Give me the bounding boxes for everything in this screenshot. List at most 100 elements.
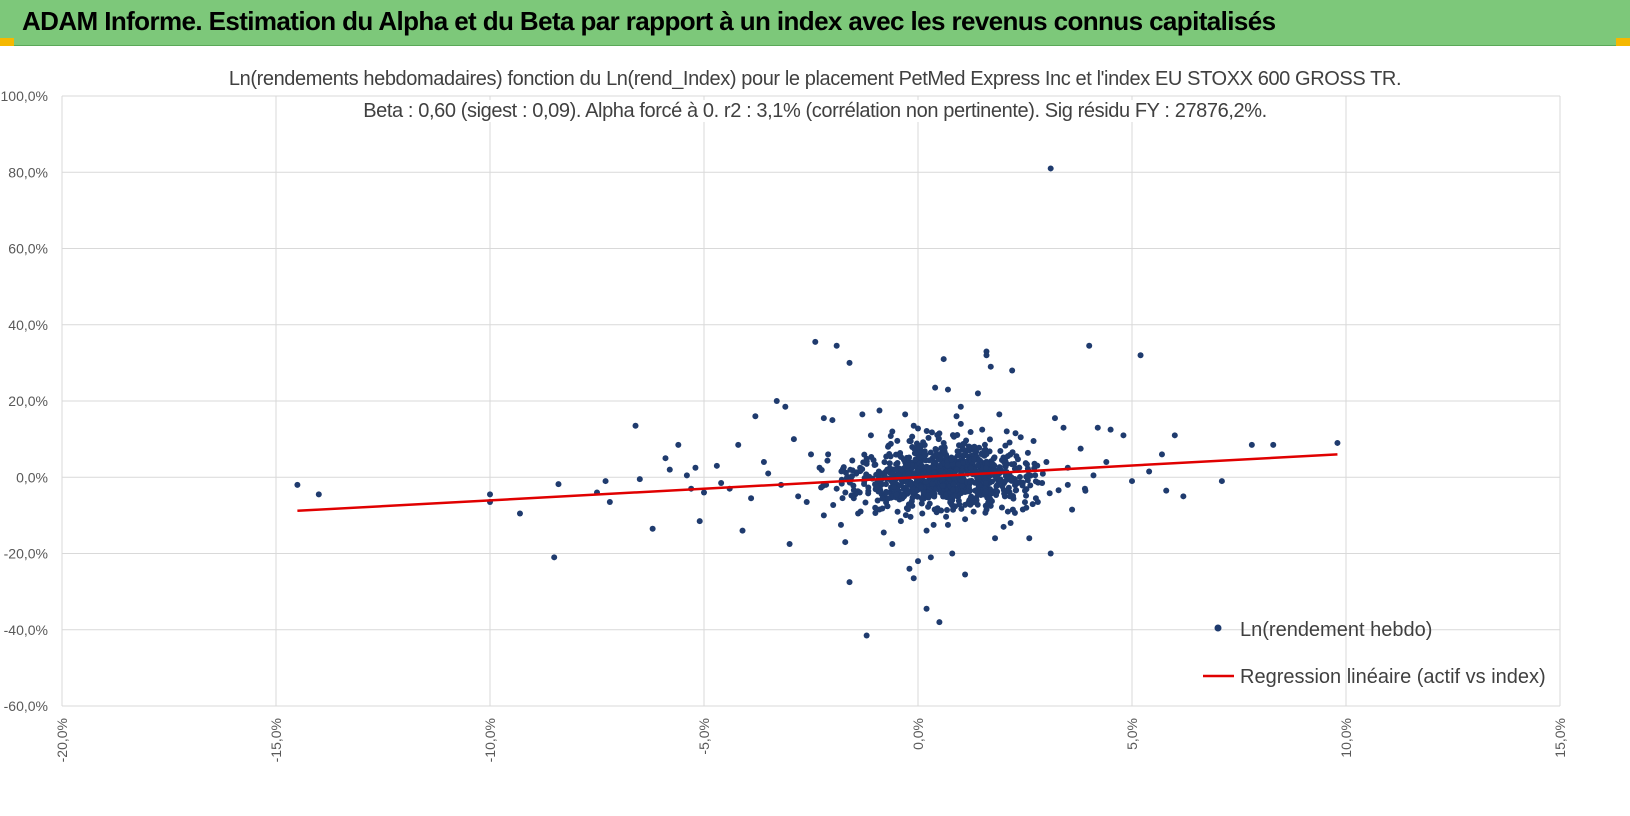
data-point: [863, 632, 870, 639]
x-tick-label: -20,0%: [54, 718, 70, 762]
y-tick-label: -20,0%: [4, 546, 48, 562]
data-point: [1001, 459, 1008, 466]
data-point: [943, 513, 950, 520]
data-point: [782, 403, 789, 410]
data-point: [636, 476, 643, 483]
x-axis: -20,0% -15,0% -10,0% -5,0% 0,0% 5,0% 10,0% 15,0…: [54, 718, 1568, 762]
data-point: [649, 525, 656, 532]
data-point: [982, 509, 989, 516]
data-point: [1248, 441, 1255, 448]
data-point: [906, 565, 913, 572]
data-point: [970, 508, 977, 515]
data-point: [905, 470, 912, 477]
data-point: [516, 510, 523, 517]
data-point: [967, 494, 974, 501]
data-point: [666, 466, 673, 473]
data-point: [692, 464, 699, 471]
data-point: [1060, 424, 1067, 431]
data-point: [918, 500, 925, 507]
data-point: [948, 456, 955, 463]
data-point: [1032, 495, 1039, 502]
report-title: ADAM Informe. Estimation du Alpha et du …: [22, 6, 1276, 36]
data-point: [889, 540, 896, 547]
data-point: [848, 492, 855, 499]
data-point: [829, 417, 836, 424]
data-point: [1008, 461, 1015, 468]
data-point: [988, 490, 995, 497]
data-point: [998, 504, 1005, 511]
data-point: [952, 503, 959, 510]
x-tick-label: 15,0%: [1552, 718, 1568, 758]
data-point: [1047, 550, 1054, 557]
data-point: [925, 503, 932, 510]
data-point: [1024, 472, 1031, 479]
data-point: [919, 510, 926, 517]
x-tick-label: 10,0%: [1338, 718, 1354, 758]
data-point: [895, 471, 902, 478]
data-point: [847, 466, 854, 473]
data-point: [1008, 477, 1015, 484]
data-point: [958, 467, 965, 474]
data-point: [883, 488, 890, 495]
data-point: [987, 363, 994, 370]
data-point: [487, 491, 493, 498]
data-point: [986, 495, 993, 502]
data-point: [936, 462, 943, 469]
data-point: [886, 460, 893, 467]
data-point: [902, 512, 909, 519]
data-point: [939, 482, 946, 489]
data-point: [1021, 499, 1028, 506]
data-point: [838, 468, 845, 475]
data-point: [701, 489, 707, 496]
data-point: [862, 499, 869, 506]
data-point: [551, 554, 558, 561]
data-point: [964, 488, 971, 495]
data-point: [890, 483, 897, 490]
data-point: [944, 507, 951, 514]
y-axis: -60,0% -40,0% -20,0% 0,0% 20,0% 40,0% 60,0% 80,…: [1, 88, 48, 714]
data-point: [954, 431, 961, 438]
x-tick-label: 5,0%: [1124, 718, 1140, 750]
data-point: [935, 435, 942, 442]
data-point: [808, 451, 814, 458]
y-tick-label: 40,0%: [8, 317, 48, 333]
data-point: [1016, 473, 1023, 480]
data-point: [954, 452, 961, 459]
data-point: [904, 462, 911, 469]
data-point: [974, 501, 981, 508]
data-point: [925, 434, 932, 441]
data-point: [1013, 478, 1020, 485]
data-point: [975, 475, 982, 482]
data-point: [870, 457, 877, 464]
data-point: [1007, 451, 1014, 458]
data-point: [846, 359, 853, 366]
data-point: [1024, 449, 1031, 456]
data-point: [867, 432, 874, 439]
data-point: [1163, 487, 1170, 494]
data-point: [752, 413, 759, 420]
data-point: [953, 413, 960, 420]
regression-line: [297, 453, 1338, 513]
grid: [61, 95, 1561, 707]
data-point: [842, 489, 849, 496]
data-point: [833, 342, 840, 349]
data-point: [606, 499, 613, 506]
data-point: [1019, 482, 1026, 489]
data-point: [1023, 504, 1030, 511]
data-point: [936, 619, 943, 626]
data-point: [1146, 468, 1153, 475]
y-tick-label: -40,0%: [4, 622, 48, 638]
data-point: [881, 459, 888, 466]
data-point: [885, 442, 892, 449]
data-point: [981, 441, 988, 448]
data-point: [865, 484, 872, 491]
banner-corner-left: [0, 38, 14, 46]
x-tick-label: -15,0%: [268, 718, 284, 762]
data-point: [765, 470, 772, 477]
data-point: [294, 481, 301, 488]
data-point: [1006, 493, 1013, 500]
data-point: [760, 459, 767, 465]
data-point: [1031, 460, 1038, 467]
data-point: [930, 460, 937, 467]
data-point: [825, 451, 832, 458]
